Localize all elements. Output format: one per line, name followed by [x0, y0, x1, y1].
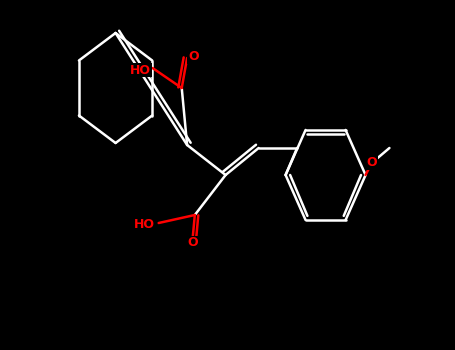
- Text: HO: HO: [134, 218, 155, 231]
- Text: HO: HO: [130, 63, 151, 77]
- Text: O: O: [188, 50, 198, 63]
- Text: O: O: [366, 156, 377, 169]
- Text: O: O: [187, 237, 198, 250]
